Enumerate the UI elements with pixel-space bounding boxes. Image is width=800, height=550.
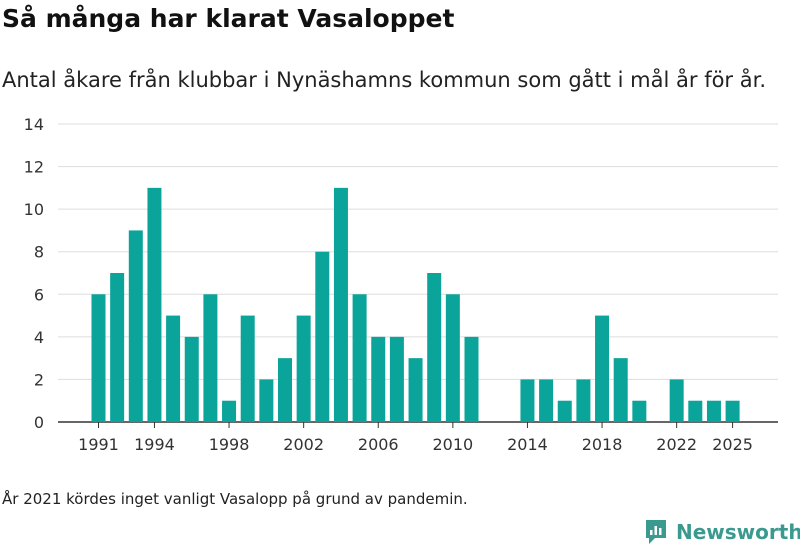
x-tick-label: 2014 <box>507 435 548 454</box>
chart-subtitle: Antal åkare från klubbar i Nynäshamns ko… <box>2 68 766 92</box>
bar <box>557 400 572 422</box>
bar <box>725 400 740 422</box>
y-tick-label: 6 <box>34 285 44 304</box>
y-tick-label: 10 <box>24 200 44 219</box>
brand: Newsworthy <box>644 518 800 546</box>
y-tick-label: 12 <box>24 158 44 177</box>
x-axis-ticks: 1991 1994 1998 2002 2006 2010 2014 2018 2022 2025 <box>78 422 753 454</box>
bar <box>147 187 162 422</box>
x-tick-label: 1998 <box>209 435 250 454</box>
y-tick-label: 4 <box>34 328 44 347</box>
x-tick-label: 2025 <box>712 435 753 454</box>
bar <box>203 294 218 422</box>
x-tick-label: 1991 <box>78 435 119 454</box>
bar <box>464 336 479 422</box>
bar <box>613 358 628 422</box>
bar <box>110 273 125 422</box>
bar <box>688 400 703 422</box>
x-tick-label: 2022 <box>656 435 697 454</box>
bar <box>128 230 143 422</box>
bar <box>669 379 684 422</box>
x-tick-label: 1994 <box>134 435 175 454</box>
bar <box>595 315 610 422</box>
newsworthy-logo-icon <box>646 520 666 544</box>
bar <box>408 358 423 422</box>
footnote: År 2021 kördes inget vanligt Vasalopp på… <box>2 490 468 508</box>
bar <box>706 400 721 422</box>
bar <box>222 400 237 422</box>
bar <box>352 294 367 422</box>
bar <box>427 273 442 422</box>
bar <box>259 379 274 422</box>
bar <box>389 336 404 422</box>
chart-title: Så många har klarat Vasaloppet <box>2 4 455 33</box>
bar <box>371 336 386 422</box>
x-tick-label: 2010 <box>432 435 473 454</box>
bar <box>632 400 647 422</box>
bar <box>91 294 106 422</box>
bars <box>91 187 740 422</box>
bar <box>184 336 199 422</box>
bar <box>315 251 330 422</box>
bar <box>576 379 591 422</box>
bar <box>278 358 292 422</box>
bar-chart: 0 2 4 6 8 10 12 14 1991 1994 1998 2002 2006 2010 2014… <box>24 115 778 454</box>
bar <box>333 187 348 422</box>
bar <box>240 315 255 422</box>
x-tick-label: 2018 <box>582 435 623 454</box>
y-tick-label: 2 <box>34 370 44 389</box>
x-tick-label: 2002 <box>283 435 324 454</box>
x-tick-label: 2006 <box>358 435 399 454</box>
bar <box>445 294 460 422</box>
y-tick-label: 8 <box>34 243 44 262</box>
bar <box>520 379 535 422</box>
y-tick-label: 0 <box>34 413 44 432</box>
bar <box>539 379 554 422</box>
y-tick-label: 14 <box>24 115 44 134</box>
brand-name: Newsworthy <box>676 520 800 544</box>
bar <box>296 315 311 422</box>
bar <box>166 315 181 422</box>
y-axis-ticks: 0 2 4 6 8 10 12 14 <box>24 115 44 432</box>
